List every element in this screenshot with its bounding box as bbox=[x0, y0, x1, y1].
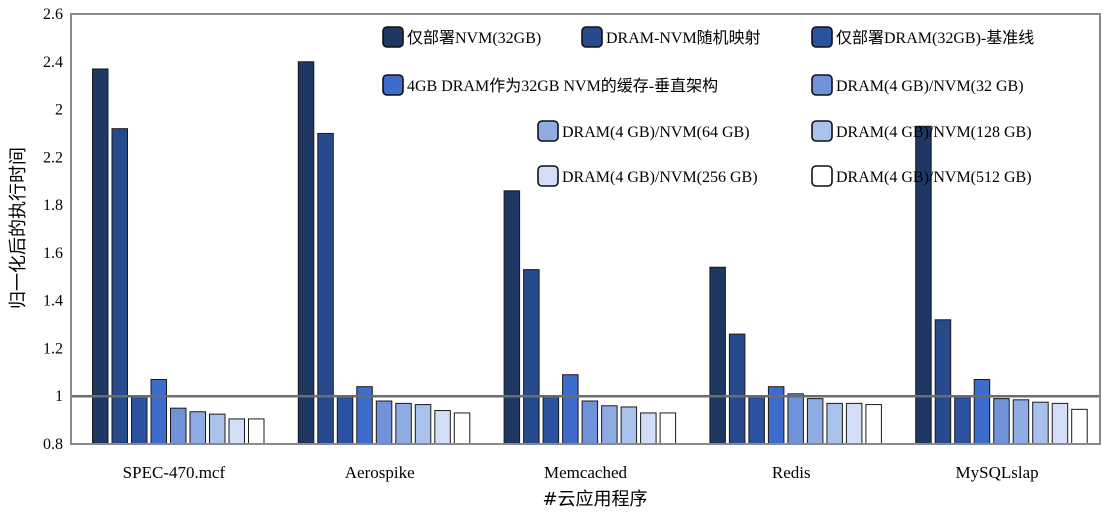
y-axis-title: 归一化后的执行时间 bbox=[8, 147, 29, 309]
y-tick-label: 0.8 bbox=[43, 436, 63, 453]
bar bbox=[453, 412, 471, 445]
legend-swatch bbox=[811, 74, 833, 96]
legend-label: DRAM(4 GB)/NVM(256 GB) bbox=[562, 169, 758, 186]
bar bbox=[542, 395, 560, 445]
legend-swatch bbox=[537, 165, 559, 187]
y-tick-label: 1.4 bbox=[43, 293, 63, 310]
bar bbox=[728, 333, 746, 445]
bar bbox=[131, 395, 148, 445]
bar bbox=[845, 402, 863, 445]
category-label: MySQLslap bbox=[956, 463, 1039, 482]
y-tick-label: 1.8 bbox=[43, 197, 63, 214]
legend-swatch bbox=[537, 120, 559, 142]
bar bbox=[993, 398, 1010, 445]
bar bbox=[150, 379, 167, 445]
y-tick-label: 1 bbox=[55, 388, 63, 405]
x-axis-categories: SPEC-470.mcf Aerospike Memcached Redis MySQL… bbox=[123, 463, 1039, 482]
y-tick-label: 2 bbox=[55, 102, 63, 119]
legend-label: DRAM(4 GB)/NVM(128 GB) bbox=[836, 124, 1032, 141]
y-axis-ticks: 0.8 1 1.2 1.4 1.6 1.8 2.2 2 2.4 2.6 bbox=[43, 6, 63, 453]
bars bbox=[92, 61, 1088, 445]
bar bbox=[503, 190, 521, 445]
bar bbox=[1012, 399, 1030, 445]
bar bbox=[414, 404, 432, 445]
bar bbox=[581, 400, 599, 445]
bar bbox=[1032, 401, 1049, 445]
legend-label: DRAM-NVM随机映射 bbox=[606, 29, 761, 47]
x-axis-title: #云应用程序 bbox=[542, 489, 647, 510]
legend-swatch bbox=[811, 165, 833, 187]
plot-border bbox=[70, 13, 1101, 445]
legend-swatch bbox=[811, 26, 833, 48]
category-label: Memcached bbox=[544, 463, 628, 482]
legend-label: DRAM(4 GB)/NVM(64 GB) bbox=[562, 124, 750, 141]
y-tick-label: 2.2 bbox=[43, 149, 63, 166]
bar bbox=[601, 405, 618, 445]
bar bbox=[806, 398, 824, 445]
legend-swatch bbox=[382, 26, 404, 48]
bar bbox=[709, 266, 726, 445]
bar bbox=[523, 269, 540, 445]
bar bbox=[248, 418, 265, 445]
bar bbox=[1051, 402, 1069, 445]
legend-label: 仅部署DRAM(32GB)-基准线 bbox=[836, 29, 1034, 47]
bar bbox=[826, 402, 843, 445]
bar bbox=[620, 406, 638, 445]
legend-label: 仅部署NVM(32GB) bbox=[407, 29, 541, 47]
bar bbox=[973, 379, 991, 445]
bar bbox=[954, 395, 971, 445]
y-tick-label: 1.6 bbox=[43, 245, 63, 262]
legend-label: 4GB DRAM作为32GB NVM的缓存-垂直架构 bbox=[407, 77, 718, 95]
bar bbox=[787, 393, 804, 445]
bar bbox=[748, 395, 765, 445]
y-tick-label: 2.4 bbox=[43, 54, 63, 71]
plot-frame bbox=[70, 13, 1101, 445]
y-tick-label: 2.6 bbox=[43, 6, 63, 23]
bar bbox=[395, 402, 412, 445]
bar bbox=[1071, 408, 1088, 445]
bar bbox=[336, 395, 354, 445]
bar bbox=[170, 407, 187, 445]
bar bbox=[209, 413, 226, 445]
legend-label: DRAM(4 GB)/NVM(512 GB) bbox=[836, 169, 1032, 186]
y-tick-label: 1.2 bbox=[43, 340, 63, 357]
legend-swatch bbox=[382, 74, 404, 96]
bar bbox=[92, 68, 109, 445]
legend: 仅部署NVM(32GB) DRAM-NVM随机映射 仅部署DRAM(32GB)-基准… bbox=[382, 26, 1034, 187]
category-label: Aerospike bbox=[345, 463, 415, 482]
bar bbox=[297, 61, 315, 445]
bar bbox=[659, 412, 677, 445]
bar bbox=[640, 412, 657, 445]
bar bbox=[228, 418, 245, 445]
category-label: Redis bbox=[772, 463, 811, 482]
legend-swatch bbox=[581, 26, 603, 48]
category-label: SPEC-470.mcf bbox=[123, 463, 226, 482]
legend-swatch bbox=[811, 120, 833, 142]
bar bbox=[934, 319, 952, 445]
legend-label: DRAM(4 GB)/NVM(32 GB) bbox=[836, 78, 1024, 95]
bar bbox=[189, 411, 206, 445]
bar bbox=[375, 400, 393, 445]
bar bbox=[562, 374, 579, 445]
bar bbox=[865, 404, 882, 445]
bar bbox=[434, 410, 451, 445]
